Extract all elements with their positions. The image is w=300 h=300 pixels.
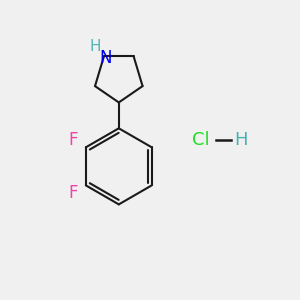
- Text: F: F: [68, 131, 78, 149]
- Text: N: N: [99, 49, 112, 67]
- Text: H: H: [234, 130, 247, 148]
- Text: H: H: [90, 39, 101, 54]
- Text: F: F: [68, 184, 78, 202]
- Text: Cl: Cl: [192, 130, 209, 148]
